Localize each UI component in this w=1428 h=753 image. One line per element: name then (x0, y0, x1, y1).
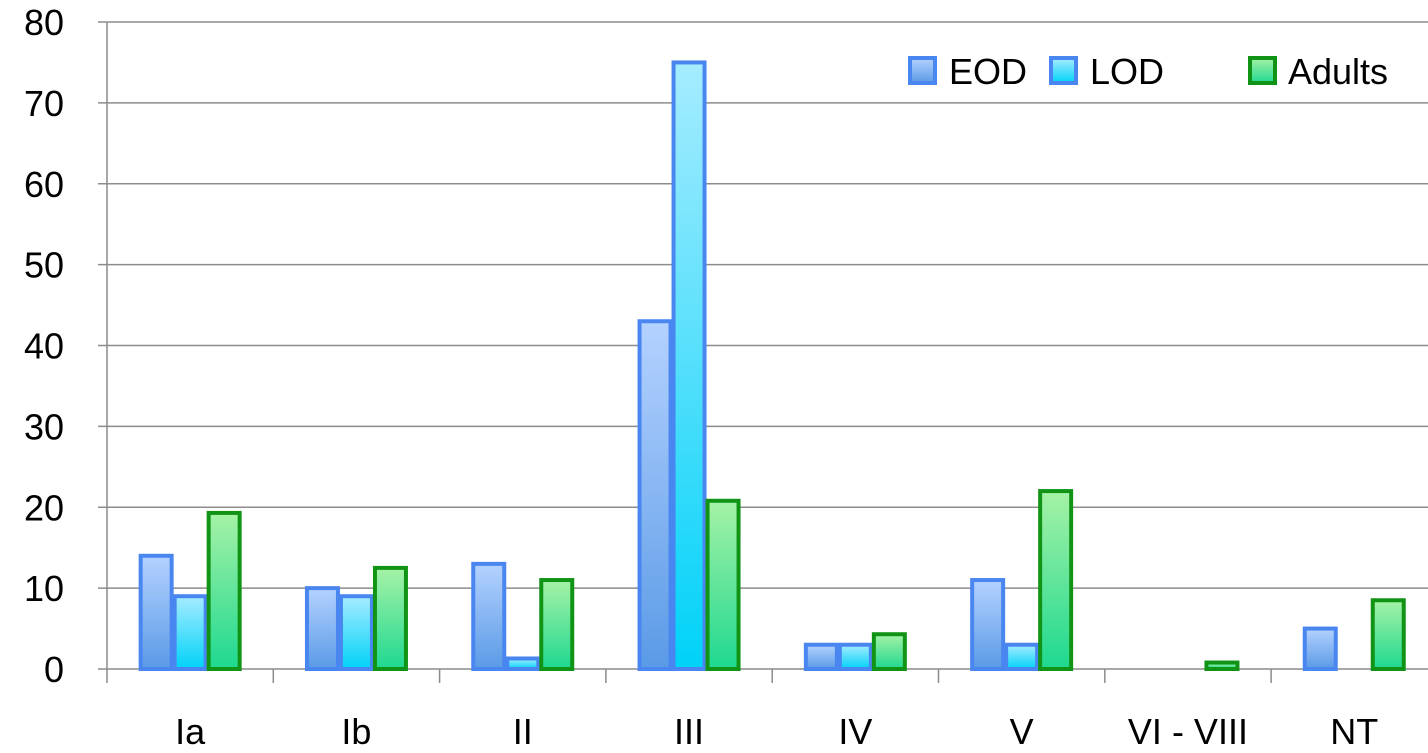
bar-adults-v (1038, 489, 1074, 672)
bar-adults-ib (372, 565, 408, 671)
legend-swatch-lod (1049, 56, 1078, 85)
y-tick-label: 20 (24, 487, 64, 528)
bar-adults-ia (206, 510, 242, 671)
bar-adults-ii (539, 578, 575, 671)
axes (98, 21, 1428, 683)
legend-label-adults: Adults (1288, 51, 1388, 92)
y-tick-label: 60 (24, 164, 64, 205)
x-category-label: Ib (341, 711, 371, 752)
y-tick-label: 30 (24, 406, 64, 447)
x-category-label: NT (1330, 711, 1378, 752)
bar-eod-iii (637, 319, 673, 671)
bar-eod-nt (1302, 626, 1338, 671)
bar-adults-iii (705, 498, 741, 671)
x-category-label: IV (838, 711, 872, 752)
y-tick-label: 40 (24, 326, 64, 367)
bar-lod-iv (837, 642, 873, 671)
bar-eod-iv (803, 642, 839, 671)
bar-lod-v (1004, 642, 1040, 671)
y-tick-label: 10 (24, 568, 64, 609)
y-tick-label: 80 (24, 2, 64, 43)
y-tick-label: 70 (24, 83, 64, 124)
x-category-label: II (513, 711, 533, 752)
gridlines (107, 21, 1428, 589)
bar-eod-v (970, 578, 1006, 671)
bar-adults-iv (871, 632, 907, 672)
bar-lod-iii (671, 60, 707, 671)
bar-eod-ib (304, 586, 340, 671)
x-category-label: V (1010, 711, 1034, 752)
x-category-label: III (674, 711, 704, 752)
legend: EOD LOD Adults (908, 51, 1388, 92)
bar-eod-ii (471, 561, 507, 671)
legend-swatch-eod (908, 56, 937, 85)
legend-label-eod: EOD (949, 51, 1027, 92)
x-category-label: Ia (175, 711, 206, 752)
y-tick-label: 50 (24, 245, 64, 286)
bar-lod-ia (172, 594, 208, 672)
bar-lod-ii (505, 656, 541, 672)
bars (138, 60, 1406, 672)
y-tick-label: 0 (44, 649, 64, 690)
legend-swatch-adults (1248, 56, 1277, 85)
bar-adults-vi-viii (1204, 660, 1240, 672)
bar-eod-ia (138, 553, 174, 672)
bar-adults-nt (1370, 598, 1406, 671)
legend-label-lod: LOD (1090, 51, 1164, 92)
bar-lod-ib (338, 594, 374, 672)
x-category-label: VI - VIII (1128, 711, 1248, 752)
